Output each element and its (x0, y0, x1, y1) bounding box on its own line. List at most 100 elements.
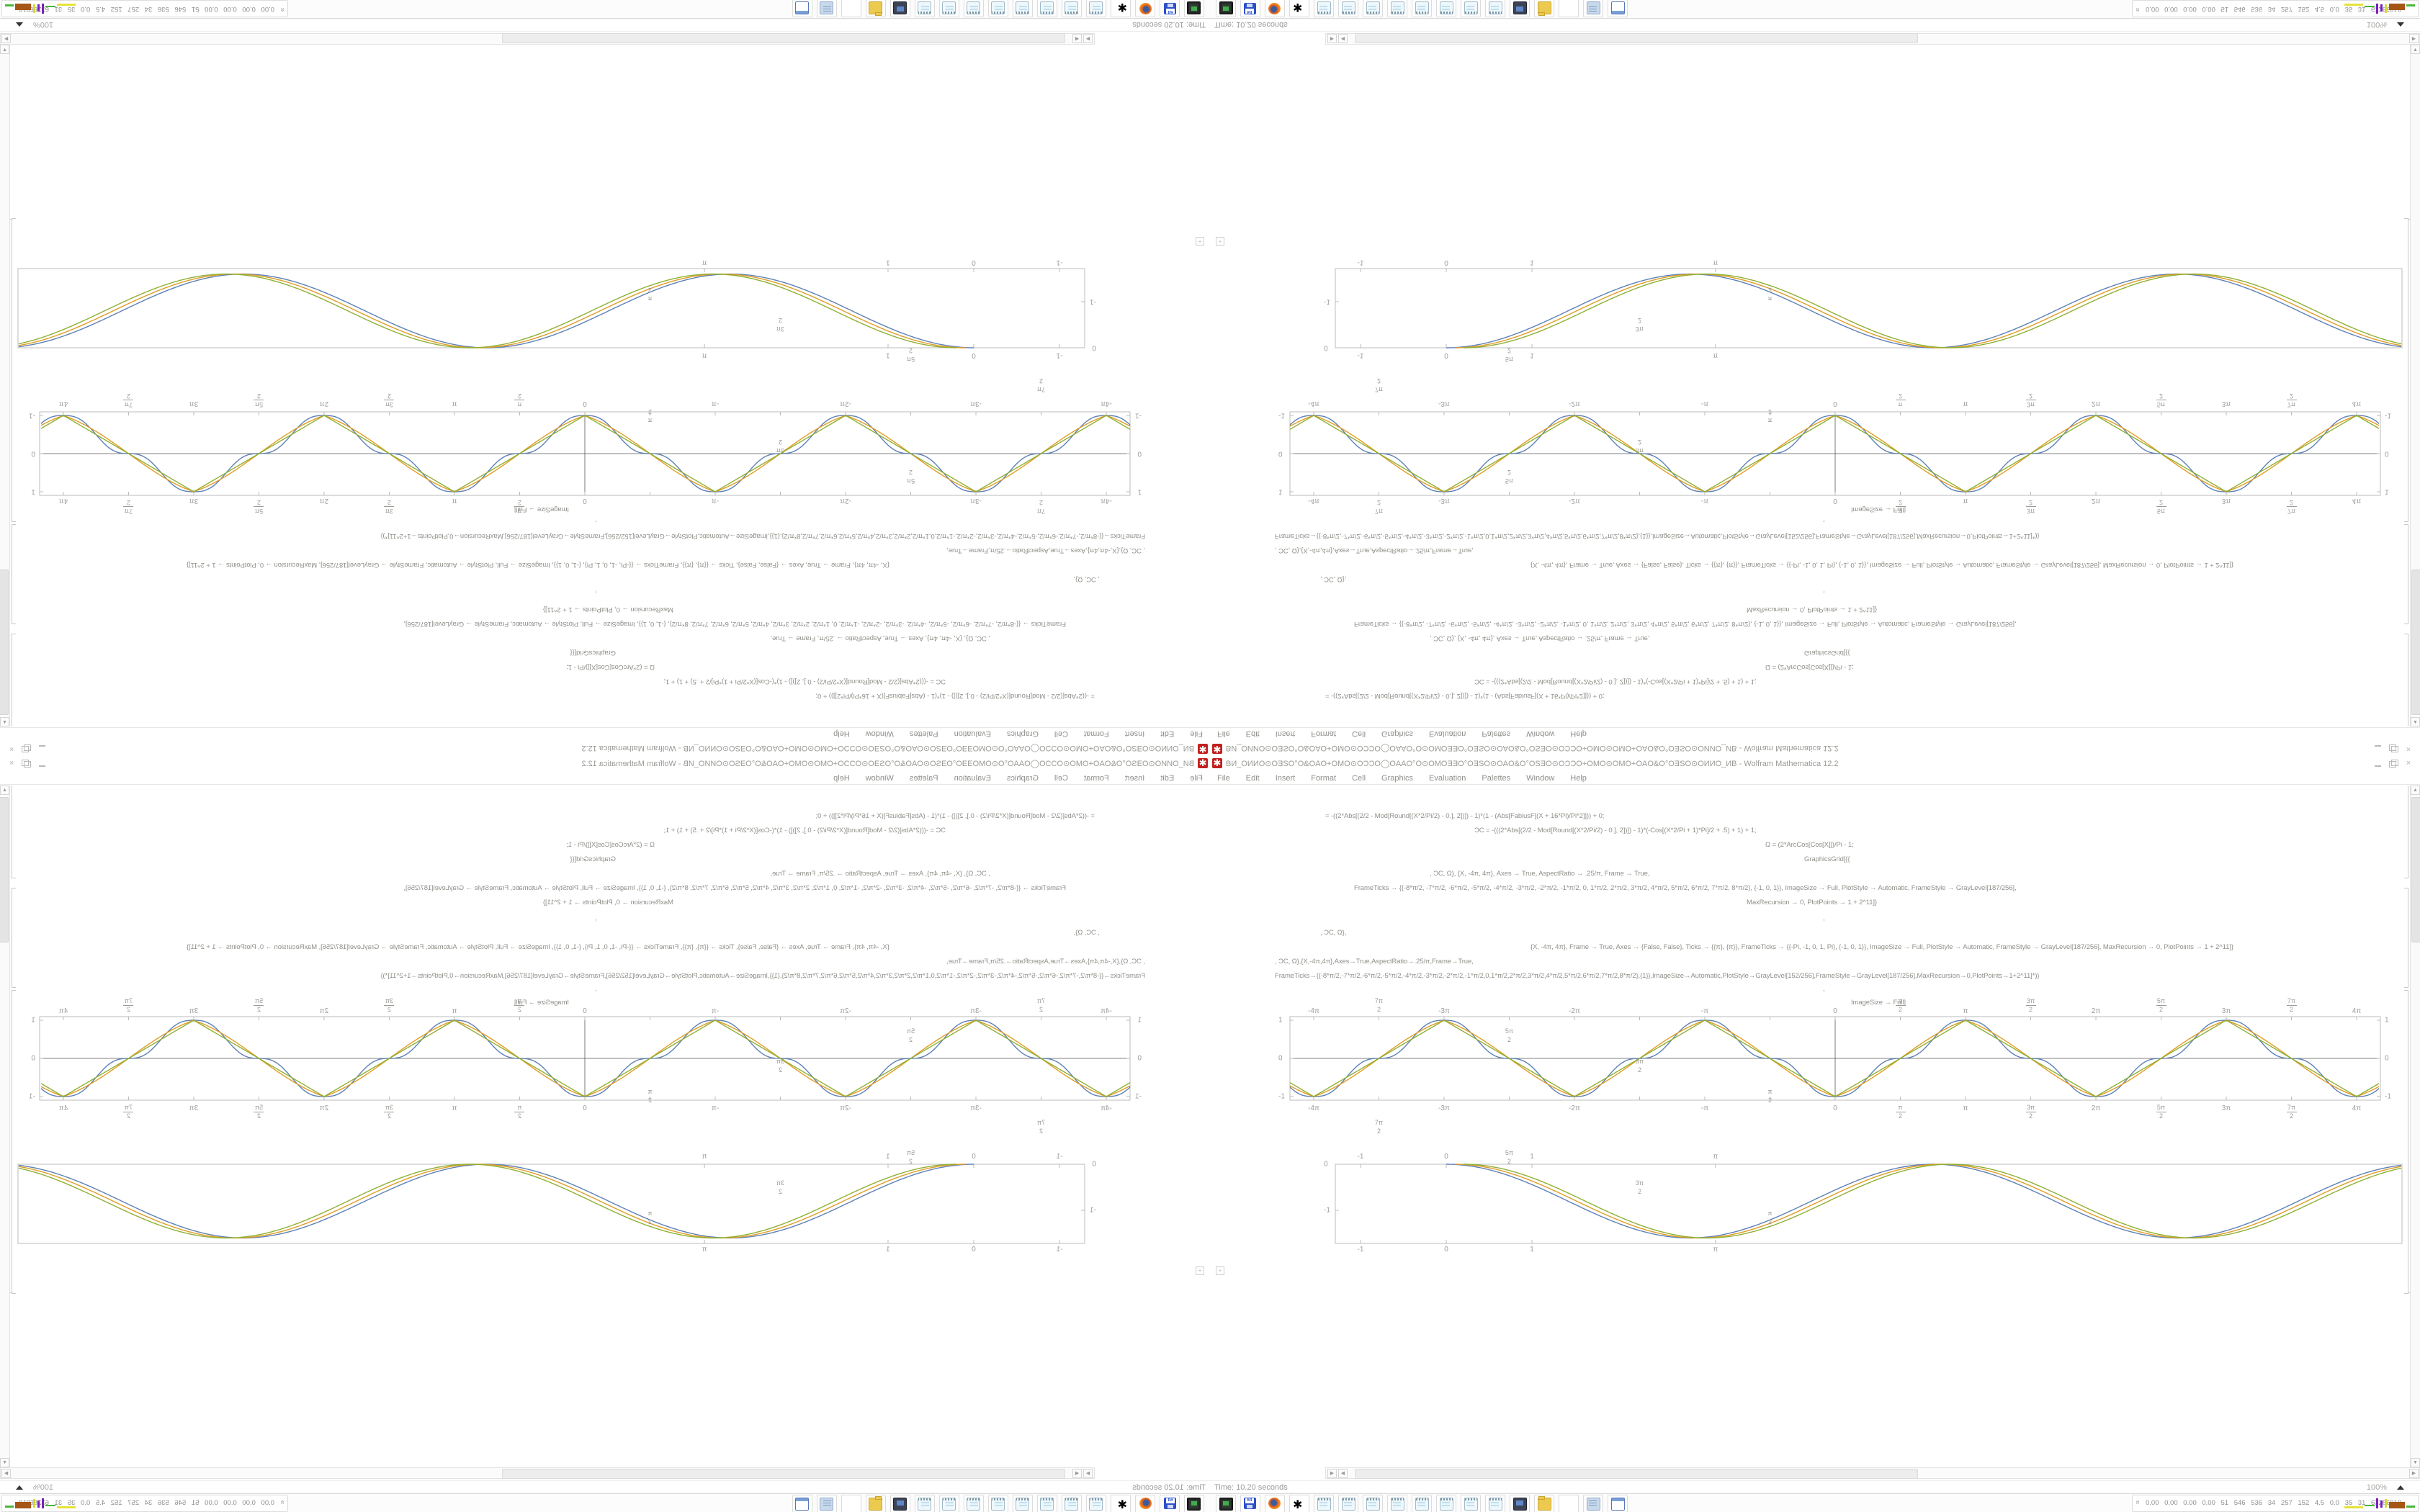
tray-expand-icon[interactable]: « (278, 7, 287, 12)
taskbar-button-folder[interactable] (866, 1495, 886, 1512)
taskbar-button-monitor[interactable] (890, 1495, 910, 1512)
taskbar-button-notepad[interactable] (1436, 1495, 1456, 1512)
taskbar-button-firefox[interactable] (1135, 0, 1155, 17)
taskbar-button-notepad[interactable] (1314, 1495, 1334, 1512)
code-line[interactable]: ƆC = -(((2*Abs[(2/2 - Mod[Round[(X*2/Pi/… (1474, 827, 1757, 834)
horizontal-scrollbar-thumb[interactable] (1355, 33, 1918, 43)
scroll-up-arrow-icon[interactable]: ▲ (0, 786, 9, 795)
scroll-down-arrow-icon[interactable]: ▼ (0, 45, 9, 54)
taskbar-button-notepad[interactable] (1013, 1495, 1033, 1512)
cell-insert-marker[interactable]: + (1216, 1266, 1224, 1275)
magnification-up-icon[interactable] (16, 1485, 23, 1490)
minimize-button-icon[interactable] (37, 760, 46, 768)
taskbar-button-window[interactable] (792, 1495, 812, 1512)
taskbar-button-terminal[interactable] (1184, 0, 1204, 17)
taskbar-button-notepad[interactable] (915, 0, 935, 17)
taskbar-button-window[interactable] (1608, 0, 1628, 17)
menu-item-help[interactable]: Help (1570, 773, 1587, 783)
magnification-up-icon[interactable] (16, 22, 23, 27)
scroll-right-arrow-icon[interactable]: ▶ (1083, 34, 1093, 44)
menu-item-help[interactable]: Help (833, 729, 850, 739)
minimize-button-icon[interactable] (37, 744, 46, 752)
taskbar-button-notepad[interactable] (1387, 0, 1407, 17)
close-button-icon[interactable]: × (2406, 759, 2411, 768)
menu-item-window[interactable]: Window (1526, 773, 1555, 783)
scroll-up-arrow-icon[interactable]: ▲ (0, 717, 9, 726)
minimize-button-icon[interactable] (2374, 760, 2383, 768)
taskbar-button-notepad[interactable] (1037, 1495, 1057, 1512)
scroll-right-arrow-icon[interactable]: ▶ (1327, 1468, 1337, 1478)
magnification-value[interactable]: 100% (33, 1483, 54, 1492)
taskbar-button-notepad[interactable] (1062, 1495, 1082, 1512)
scroll-end-arrow-icon[interactable]: ▶ (1, 1468, 11, 1478)
code-line[interactable]: , ƆC, Ω}, (1320, 929, 1347, 937)
menu-item-cell[interactable]: Cell (1054, 729, 1068, 739)
menu-item-format[interactable]: Format (1083, 773, 1109, 783)
menu-item-edit[interactable]: Edit (1160, 729, 1175, 739)
taskbar-button-notepad[interactable] (1363, 1495, 1383, 1512)
code-line[interactable]: MaxRecursion → 0, PlotPoints → 1 + 2^11]… (1747, 899, 1878, 906)
menu-item-evaluation[interactable]: Evaluation (954, 773, 991, 783)
menu-item-palettes[interactable]: Palettes (1482, 773, 1511, 783)
taskbar-button-notepad[interactable] (1013, 0, 1033, 17)
code-line[interactable]: {X, -4π, 4π}, Frame → True, Axes → {Fals… (1531, 943, 2233, 951)
menu-item-edit[interactable]: Edit (1160, 773, 1175, 783)
menu-item-cell[interactable]: Cell (1054, 773, 1068, 783)
taskbar-button-terminal[interactable] (1216, 1495, 1236, 1512)
vertical-scrollbar-thumb[interactable] (2411, 797, 2420, 942)
scroll-right-arrow-icon[interactable]: ▶ (1327, 34, 1337, 44)
menu-item-graphics[interactable]: Graphics (1381, 729, 1414, 739)
scroll-left-arrow-icon[interactable]: ◀ (1338, 34, 1348, 44)
taskbar-button-red-app[interactable]: ✱ (1289, 0, 1309, 17)
menu-item-insert[interactable]: Insert (1124, 773, 1145, 783)
taskbar-button-notepad[interactable] (1461, 1495, 1481, 1512)
menu-item-graphics[interactable]: Graphics (1006, 773, 1039, 783)
menu-item-cell[interactable]: Cell (1352, 773, 1366, 783)
vertical-scrollbar-thumb[interactable] (2411, 570, 2420, 715)
taskbar-button-scroll[interactable] (817, 1495, 837, 1512)
menu-item-palettes[interactable]: Palettes (909, 729, 938, 739)
taskbar-button-red-app[interactable]: ✱ (1111, 0, 1131, 17)
taskbar-button-scroll[interactable] (1583, 1495, 1603, 1512)
tray-expand-icon[interactable]: « (2133, 7, 2142, 12)
scroll-down-arrow-icon[interactable]: ▼ (2411, 45, 2420, 54)
taskbar-button-notepad[interactable] (1314, 0, 1334, 17)
magnification-value[interactable]: 100% (33, 20, 54, 29)
code-line[interactable]: = -((2*Abs[(2/2 - Mod[Round[(X*2/Pi/2) -… (1325, 812, 1605, 820)
magnification-up-icon[interactable] (2397, 1485, 2404, 1490)
menu-item-window[interactable]: Window (865, 729, 894, 739)
taskbar-button-notepad[interactable] (1086, 0, 1106, 17)
scroll-left-arrow-icon[interactable]: ◀ (1072, 34, 1082, 44)
menu-item-palettes[interactable]: Palettes (1482, 729, 1511, 739)
taskbar-button-red-app[interactable]: ✱ (1289, 1495, 1309, 1512)
horizontal-scrollbar-thumb[interactable] (502, 33, 1065, 43)
horizontal-scrollbar-thumb[interactable] (1355, 1469, 1918, 1479)
taskbar-button-folder[interactable] (866, 0, 886, 17)
taskbar-button-notepad[interactable] (964, 1495, 984, 1512)
menu-item-edit[interactable]: Edit (1245, 773, 1260, 783)
taskbar-button-window[interactable] (1608, 1495, 1628, 1512)
taskbar-button-notepad[interactable] (1338, 1495, 1358, 1512)
taskbar-button-scroll[interactable] (817, 0, 837, 17)
taskbar-button-folder[interactable] (1534, 0, 1554, 17)
menu-item-format[interactable]: Format (1311, 729, 1337, 739)
scroll-up-arrow-icon[interactable]: ▲ (2411, 717, 2420, 726)
tray-expand-icon[interactable]: « (2133, 1500, 2142, 1505)
vertical-scrollbar[interactable]: ▲ ▼ (2410, 786, 2420, 1467)
scroll-down-arrow-icon[interactable]: ▼ (0, 1458, 9, 1467)
horizontal-scrollbar[interactable]: ▶ ◀ ▶ (0, 1467, 1095, 1479)
scroll-end-arrow-icon[interactable]: ▶ (2409, 34, 2419, 44)
code-line[interactable]: , ƆC, Ω},{X,-4π,4π},Axes→True,AspectRati… (1275, 958, 1474, 966)
taskbar-button-window[interactable] (792, 0, 812, 17)
taskbar-button-notepad[interactable] (1037, 0, 1057, 17)
code-line[interactable]: , (1823, 914, 1825, 922)
taskbar-button-purple-app[interactable] (841, 1495, 861, 1512)
taskbar-button-firefox[interactable] (1265, 1495, 1285, 1512)
restore-button-icon[interactable] (22, 760, 31, 768)
taskbar-button-floppy[interactable] (1240, 0, 1260, 17)
scroll-left-arrow-icon[interactable]: ◀ (1072, 1468, 1082, 1478)
menu-item-help[interactable]: Help (1570, 729, 1587, 739)
taskbar-button-scroll[interactable] (1583, 0, 1603, 17)
taskbar-button-floppy[interactable] (1240, 1495, 1260, 1512)
taskbar-button-notepad[interactable] (1485, 0, 1505, 17)
